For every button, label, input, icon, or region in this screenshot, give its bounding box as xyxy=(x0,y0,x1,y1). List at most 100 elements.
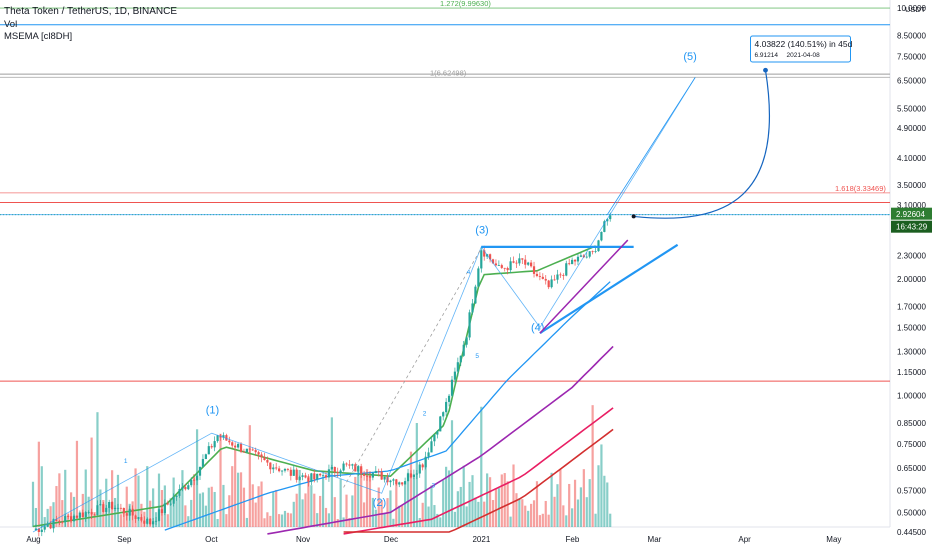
candle-body xyxy=(398,482,401,485)
candle xyxy=(380,468,383,480)
candle-body xyxy=(371,473,374,478)
candle-body xyxy=(55,519,58,522)
candle-body xyxy=(527,262,530,265)
volume-bar xyxy=(266,512,269,527)
candle-body xyxy=(433,434,436,442)
candle-body xyxy=(75,515,79,518)
candle-body xyxy=(146,518,149,524)
candle-body xyxy=(345,463,348,465)
time-tick-label: 2021 xyxy=(472,535,490,544)
candle-body xyxy=(111,502,114,509)
candle-body xyxy=(594,251,597,252)
candle xyxy=(600,231,603,242)
candle xyxy=(137,516,140,521)
candle xyxy=(289,467,292,481)
candle-body xyxy=(559,274,562,276)
volume-bar xyxy=(316,513,319,527)
candle xyxy=(576,253,580,266)
candle-body xyxy=(327,469,331,478)
minor-wave-label: 3 xyxy=(431,482,435,489)
candle xyxy=(571,257,574,265)
candle-body xyxy=(544,278,547,281)
volume-bar xyxy=(69,492,73,527)
candle-body xyxy=(64,516,67,523)
minor-wave-label: 4 xyxy=(467,269,471,276)
volume-bar xyxy=(436,513,439,527)
fib-level-label: 1.618(3.33469) xyxy=(835,184,886,193)
volume-layer xyxy=(31,405,612,527)
candle xyxy=(193,477,196,486)
candle-body xyxy=(319,473,322,476)
candle-body xyxy=(553,279,556,281)
volume-bar xyxy=(409,451,413,527)
volume-bar xyxy=(480,406,483,527)
price-tick-label: 8.50000 xyxy=(897,31,926,40)
candle xyxy=(237,442,240,449)
candle xyxy=(427,447,430,460)
candle xyxy=(90,508,93,519)
candle xyxy=(357,464,360,476)
candle xyxy=(178,484,181,498)
candle-body xyxy=(609,215,612,220)
volume-bar xyxy=(313,493,316,527)
volume-bar xyxy=(49,506,52,527)
candle-body xyxy=(222,435,225,438)
time-tick-label: Dec xyxy=(384,535,398,544)
candle-body xyxy=(61,521,64,523)
candle xyxy=(371,471,374,481)
chart-title: Theta Token / TetherUS, 1D, BINANCE xyxy=(4,6,178,17)
candle-body xyxy=(588,251,591,257)
candle xyxy=(588,251,591,259)
candle-body xyxy=(430,441,433,453)
volume-bar xyxy=(324,507,328,527)
volume-bar xyxy=(137,475,140,527)
volume-bar xyxy=(494,488,498,527)
candle xyxy=(494,259,498,267)
candle-body xyxy=(412,474,415,478)
candle xyxy=(64,513,67,527)
candle-body xyxy=(497,265,500,266)
candle xyxy=(348,460,351,469)
candle xyxy=(527,261,530,266)
candle xyxy=(231,441,234,449)
candle-body xyxy=(500,265,503,268)
candle-body xyxy=(195,475,199,481)
candle-body xyxy=(231,442,234,446)
countdown-label: 16:43:29 xyxy=(896,223,928,232)
candle-body xyxy=(401,482,404,485)
volume-bar xyxy=(254,502,257,527)
candle xyxy=(404,477,407,485)
candle-body xyxy=(556,274,559,280)
volume-bar xyxy=(559,468,562,527)
volume-bar xyxy=(204,505,207,527)
candle-body xyxy=(512,261,515,263)
candle-body xyxy=(198,466,202,476)
candle-body xyxy=(187,485,190,490)
candle-body xyxy=(69,516,73,522)
candle xyxy=(497,260,500,267)
candle xyxy=(257,450,260,460)
candle-body xyxy=(415,473,418,475)
candle xyxy=(87,510,90,515)
candle xyxy=(374,466,377,474)
candle xyxy=(78,510,81,520)
candle-body xyxy=(125,513,128,516)
volume-bar xyxy=(568,483,571,527)
candle-body xyxy=(245,448,248,453)
candle xyxy=(207,442,210,455)
arrow-start-dot xyxy=(631,214,636,219)
axes-layer: 10.0000 8.50000 7.50000 6.50000 5.50000 4.900… xyxy=(26,4,932,544)
candle-body xyxy=(374,470,377,474)
candle-body xyxy=(333,466,336,473)
projection-arrow xyxy=(633,70,771,219)
volume-bar xyxy=(102,500,105,527)
volume-bar xyxy=(585,497,588,527)
candle xyxy=(292,464,295,476)
candle-body xyxy=(389,480,392,483)
volume-bar xyxy=(483,501,486,527)
candle xyxy=(336,467,339,478)
volume-bar xyxy=(424,458,427,527)
candle-body xyxy=(462,344,465,356)
